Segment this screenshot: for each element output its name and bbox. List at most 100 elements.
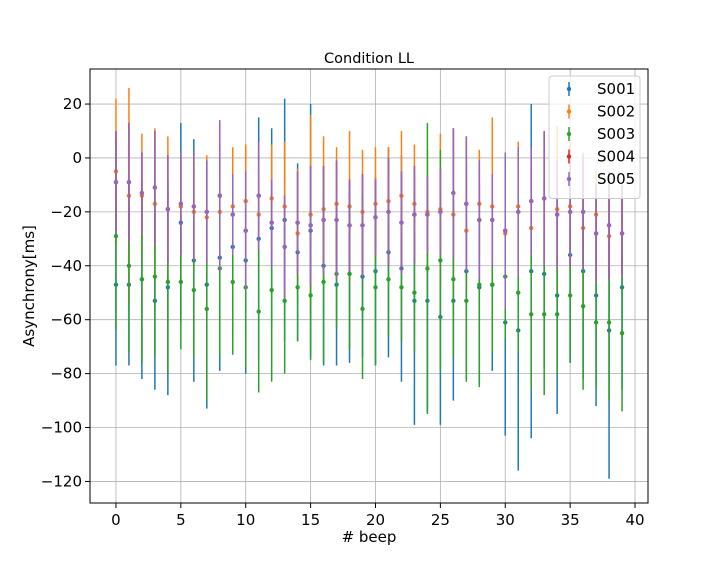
y-tick-label: 0 (72, 149, 82, 167)
legend-marker-dot (566, 109, 572, 114)
data-point (256, 309, 261, 314)
y-tick-label: −60 (50, 311, 82, 329)
data-point (438, 258, 443, 263)
legend-label: S002 (597, 103, 635, 121)
data-point (606, 223, 612, 228)
legend-label: S003 (597, 125, 635, 143)
legend-box (548, 75, 641, 199)
data-point (139, 190, 145, 196)
x-tick-label: 40 (625, 511, 644, 529)
legend-label: S004 (597, 148, 635, 166)
chart-title: Condition LL (324, 51, 414, 67)
legend-marker-dot (566, 154, 572, 159)
data-point (399, 220, 404, 225)
data-point (373, 215, 378, 220)
data-point (438, 209, 443, 215)
data-point (541, 312, 547, 317)
data-point (269, 220, 274, 225)
data-point (373, 285, 378, 290)
x-tick-label: 25 (431, 511, 450, 529)
axis-ticks: 0 5 10 15 20 25 30 35 40 −120 −100 −80 −60 −40 −20 0 20 (41, 95, 645, 529)
x-tick-label: 0 (111, 511, 121, 529)
data-point (425, 266, 430, 271)
series-S003 (113, 122, 625, 415)
data-point (541, 196, 547, 201)
legend-marker-dot (566, 131, 572, 137)
data-point (386, 209, 391, 215)
y-tick-label: −40 (50, 257, 82, 275)
data-point (554, 312, 560, 317)
data-point (412, 212, 417, 217)
data-point (412, 290, 417, 295)
y-tick-label: −20 (50, 203, 82, 221)
legend-marker-dot (566, 176, 572, 182)
data-point (451, 190, 456, 196)
x-tick-label: 15 (301, 511, 320, 529)
data-point (464, 298, 469, 304)
data-point (321, 279, 326, 285)
data-point (165, 279, 171, 285)
data-point (321, 217, 326, 223)
y-tick-label: 20 (63, 95, 82, 113)
data-point (113, 180, 119, 185)
data-point (619, 231, 625, 236)
data-point (477, 282, 482, 287)
data-point (399, 285, 404, 290)
data-point (516, 290, 521, 295)
data-point (126, 263, 132, 268)
data-point (126, 180, 132, 185)
data-point (451, 277, 456, 282)
data-point (295, 285, 300, 290)
data-point (529, 312, 534, 317)
legend-marker-dot (566, 86, 572, 92)
x-tick-label: 35 (561, 511, 580, 529)
data-point (580, 304, 586, 309)
y-axis-label: Asynchrony[ms] (20, 225, 38, 347)
data-point (230, 212, 235, 217)
series-S001 (113, 98, 625, 479)
data-point (334, 217, 339, 223)
data-point (217, 193, 222, 198)
data-point (230, 279, 235, 285)
data-series (113, 87, 625, 479)
data-point (256, 193, 261, 198)
data-point (593, 231, 599, 236)
data-point (464, 201, 469, 206)
data-point (593, 320, 599, 325)
legend: S001 S002 S003 S004 S005 (548, 75, 641, 199)
data-point (347, 223, 352, 228)
data-point (554, 212, 560, 217)
data-point (191, 287, 197, 293)
data-point (191, 204, 197, 209)
x-tick-label: 10 (236, 511, 255, 529)
data-point (386, 277, 391, 282)
data-point (567, 293, 573, 298)
data-point (282, 244, 287, 250)
data-point (113, 233, 119, 239)
x-tick-label: 30 (496, 511, 515, 529)
data-point (529, 198, 534, 204)
data-point (360, 223, 365, 228)
y-tick-label: −100 (41, 419, 82, 437)
data-point (139, 277, 145, 282)
data-point (243, 228, 248, 233)
data-point (269, 287, 274, 293)
data-point (295, 220, 300, 225)
legend-label: S005 (597, 170, 635, 188)
data-point (360, 306, 365, 312)
data-point (619, 330, 625, 336)
axes-frame (89, 68, 649, 504)
data-point (567, 209, 573, 215)
legend-label: S001 (597, 80, 635, 98)
data-point (204, 209, 209, 215)
data-point (282, 298, 287, 304)
data-point (490, 217, 495, 223)
y-tick-label: −80 (50, 365, 82, 383)
data-point (490, 282, 495, 287)
data-point (425, 212, 430, 217)
x-tick-label: 20 (366, 511, 385, 529)
data-point (152, 274, 158, 279)
data-point (178, 201, 184, 206)
data-point (516, 209, 521, 215)
data-point (308, 223, 313, 228)
